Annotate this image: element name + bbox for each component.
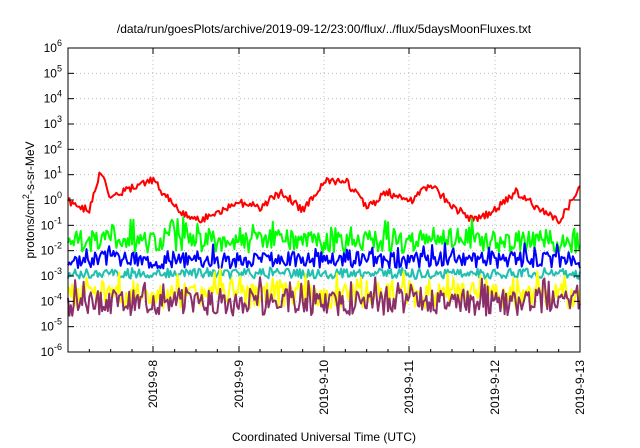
y-tick-label: 103 xyxy=(44,114,62,131)
chart-title: /data/run/goesPlots/archive/2019-09-12/2… xyxy=(117,22,532,36)
y-axis-label-exponent: 2 xyxy=(21,194,31,199)
y-tick-base: 10 xyxy=(41,244,55,258)
y-tick-label: 102 xyxy=(44,139,62,156)
x-tick-label: 2019-9-12 xyxy=(488,360,502,415)
y-tick-base: 10 xyxy=(41,218,55,232)
y-tick-exponent: -6 xyxy=(54,342,62,352)
y-tick-exponent: 0 xyxy=(57,190,62,200)
y-tick-label: 10-2 xyxy=(41,241,62,258)
y-axis-label: protons/cm2-s-sr-MeV xyxy=(21,141,37,258)
y-tick-base: 10 xyxy=(44,41,58,55)
y-tick-label: 101 xyxy=(44,165,62,182)
series-line-3 xyxy=(67,242,581,270)
x-tick-label: 2019-9-13 xyxy=(573,360,587,415)
y-axis-label-suffix: -s-sr-MeV xyxy=(23,141,37,194)
series-line-4 xyxy=(67,266,581,280)
y-tick-label: 100 xyxy=(44,190,62,207)
y-tick-base: 10 xyxy=(41,269,55,283)
y-tick-base: 10 xyxy=(41,345,55,359)
y-tick-exponent: -1 xyxy=(54,215,62,225)
y-tick-exponent: 1 xyxy=(57,165,62,175)
y-tick-label: 10-4 xyxy=(41,291,62,308)
y-axis-label-prefix: protons/cm xyxy=(23,199,37,258)
y-tick-exponent: -3 xyxy=(54,266,62,276)
y-tick-exponent: 6 xyxy=(57,38,62,48)
x-axis-label: Coordinated Universal Time (UTC) xyxy=(232,430,416,444)
x-tick-label: 2019-9-10 xyxy=(317,360,331,415)
y-tick-base: 10 xyxy=(44,92,58,106)
x-axis: 2019-9-8 2019-9-9 2019-9-10 2019-9-11 2019-9… xyxy=(88,48,587,415)
y-tick-exponent: 5 xyxy=(57,63,62,73)
series-group xyxy=(67,171,581,317)
y-tick-label: 105 xyxy=(44,63,62,80)
y-tick-label: 10-3 xyxy=(41,266,62,283)
y-tick-exponent: 2 xyxy=(57,139,62,149)
x-tick-label: 2019-9-9 xyxy=(232,360,246,408)
series-line-2 xyxy=(67,216,581,255)
y-tick-exponent: -2 xyxy=(54,241,62,251)
y-tick-base: 10 xyxy=(41,294,55,308)
y-tick-label: 106 xyxy=(44,38,62,55)
y-tick-base: 10 xyxy=(44,168,58,182)
y-tick-exponent: -5 xyxy=(54,317,62,327)
y-tick-label: 104 xyxy=(44,89,62,106)
y-tick-base: 10 xyxy=(44,66,58,80)
x-tick-label: 2019-9-11 xyxy=(402,360,416,414)
y-axis: 10-610-510-410-310-210-11001011021031041… xyxy=(41,38,580,359)
series-line-1 xyxy=(67,171,581,225)
y-tick-label: 10-1 xyxy=(41,215,62,232)
grid xyxy=(68,48,580,352)
y-tick-exponent: -4 xyxy=(54,291,62,301)
y-tick-base: 10 xyxy=(44,142,58,156)
y-tick-exponent: 4 xyxy=(57,89,62,99)
series-line-6 xyxy=(67,276,581,317)
y-tick-base: 10 xyxy=(41,320,55,334)
y-tick-base: 10 xyxy=(44,193,58,207)
y-tick-label: 10-5 xyxy=(41,317,62,334)
y-tick-label: 10-6 xyxy=(41,342,62,359)
y-tick-base: 10 xyxy=(44,117,58,131)
x-tick-label: 2019-9-8 xyxy=(146,360,160,408)
y-tick-exponent: 3 xyxy=(57,114,62,124)
